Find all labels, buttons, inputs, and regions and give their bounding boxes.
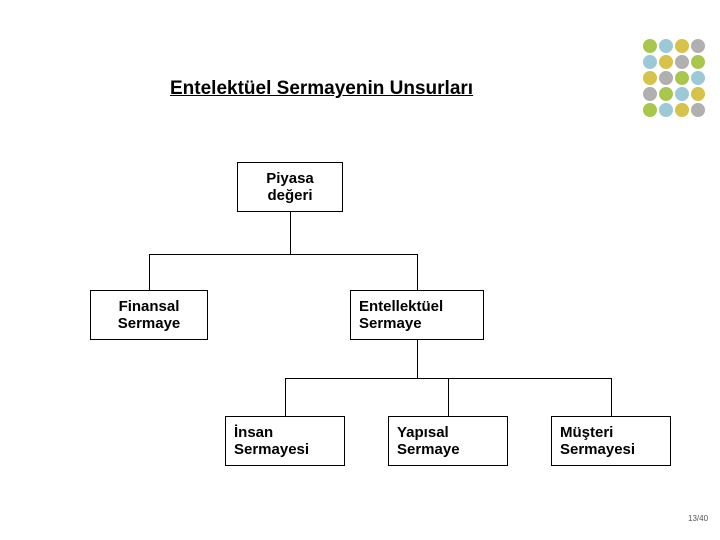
dot-6 <box>675 55 689 69</box>
dot-15 <box>691 87 705 101</box>
connector-4 <box>417 340 418 378</box>
dot-19 <box>691 103 705 117</box>
dot-2 <box>675 39 689 53</box>
dot-3 <box>691 39 705 53</box>
node-root: Piyasadeğeri <box>237 162 343 212</box>
connector-2 <box>149 254 150 290</box>
node-fin: FinansalSermaye <box>90 290 208 340</box>
connector-1 <box>149 254 418 255</box>
connector-3 <box>417 254 418 290</box>
node-mus: MüşteriSermayesi <box>551 416 671 466</box>
dot-14 <box>675 87 689 101</box>
node-fin-label: FinansalSermaye <box>118 298 181 333</box>
dot-9 <box>659 71 673 85</box>
page-number: 13/40 <box>688 514 708 523</box>
dot-1 <box>659 39 673 53</box>
node-root-label: Piyasadeğeri <box>266 170 314 205</box>
dot-18 <box>675 103 689 117</box>
dot-5 <box>659 55 673 69</box>
node-ent: EntellektüelSermaye <box>350 290 484 340</box>
node-yap-label: YapısalSermaye <box>397 424 460 459</box>
node-mus-label: MüşteriSermayesi <box>560 424 635 459</box>
dot-17 <box>659 103 673 117</box>
node-ent-label: EntellektüelSermaye <box>359 298 443 333</box>
dot-0 <box>643 39 657 53</box>
dot-12 <box>643 87 657 101</box>
node-insan: İnsanSermayesi <box>225 416 345 466</box>
dot-7 <box>691 55 705 69</box>
dot-8 <box>643 71 657 85</box>
connector-7 <box>448 378 449 416</box>
dot-16 <box>643 103 657 117</box>
connector-0 <box>290 212 291 254</box>
dot-11 <box>691 71 705 85</box>
node-yap: YapısalSermaye <box>388 416 508 466</box>
connector-6 <box>285 378 286 416</box>
dot-10 <box>675 71 689 85</box>
node-insan-label: İnsanSermayesi <box>234 424 309 459</box>
dot-13 <box>659 87 673 101</box>
connector-8 <box>611 378 612 416</box>
diagram-title: Entelektüel Sermayenin Unsurları <box>170 78 473 100</box>
dot-4 <box>643 55 657 69</box>
